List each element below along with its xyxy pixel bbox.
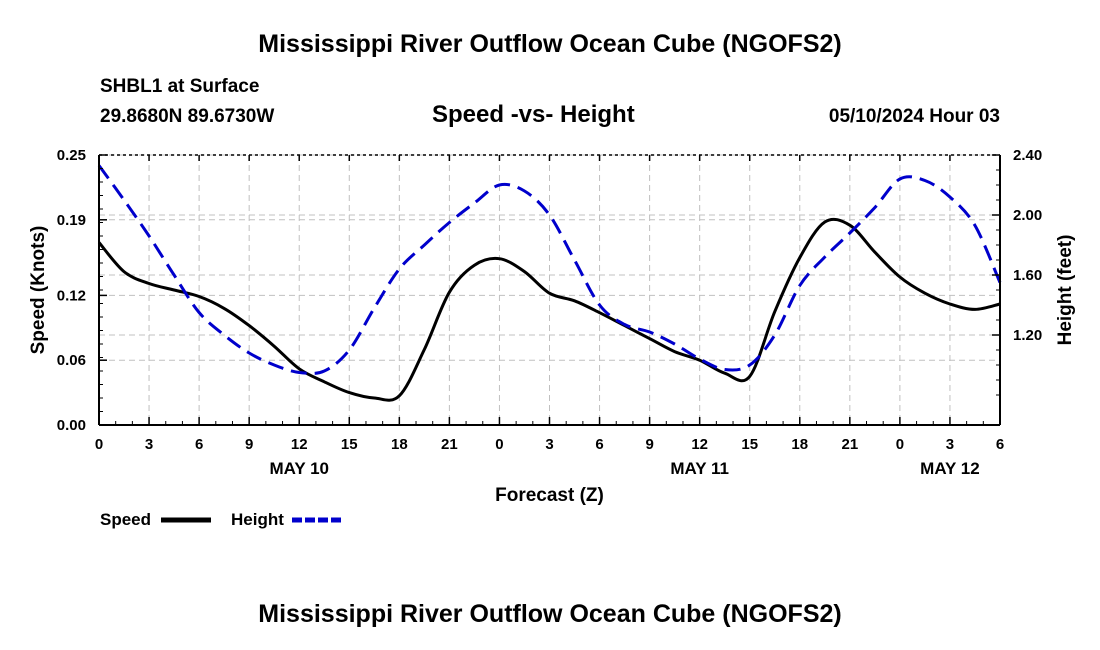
legend-height-label: Height — [231, 510, 284, 529]
x-tick-label: 15 — [341, 436, 358, 453]
x-axis-title: Forecast (Z) — [495, 485, 604, 506]
y-left-tick-label: 0.00 — [57, 417, 86, 434]
x-tick-label: 0 — [896, 436, 904, 453]
x-tick-label: 0 — [95, 436, 103, 453]
x-tick-label: 18 — [391, 436, 408, 453]
y-left-tick-label: 0.12 — [57, 287, 86, 304]
y-axis-left-title: Speed (Knots) — [28, 226, 49, 355]
x-tick-label: 0 — [495, 436, 503, 453]
x-tick-label: 9 — [645, 436, 653, 453]
x-tick-label: 3 — [946, 436, 954, 453]
y-left-tick-label: 0.06 — [57, 352, 86, 369]
y-right-tick-label: 2.00 — [1013, 207, 1042, 224]
x-tick-label: 3 — [145, 436, 153, 453]
x-tick-label: 18 — [791, 436, 808, 453]
x-tick-label: 21 — [441, 436, 458, 453]
series-line-speed — [97, 217, 1001, 402]
x-tick-label: 6 — [595, 436, 603, 453]
x-date-label: MAY 10 — [269, 459, 329, 478]
y-right-tick-label: 1.60 — [1013, 267, 1042, 284]
x-tick-label: 12 — [691, 436, 708, 453]
forecast-date: 05/10/2024 Hour 03 — [828, 106, 1000, 127]
x-tick-label: 3 — [545, 436, 553, 453]
y-right-tick-label: 1.20 — [1013, 327, 1042, 344]
x-tick-label: 6 — [996, 436, 1004, 453]
station-name: SHBL1 at Surface — [100, 76, 260, 97]
station-coordinates: 29.8680N 89.6730W — [100, 106, 275, 127]
x-date-label: MAY 12 — [920, 459, 980, 478]
y-left-tick-label: 0.19 — [57, 212, 86, 229]
legend-speed-label: Speed — [100, 510, 152, 529]
x-date-label: MAY 11 — [670, 459, 729, 478]
footer-title: Mississippi River Outflow Ocean Cube (NG… — [258, 600, 842, 628]
x-tick-label: 15 — [741, 436, 758, 453]
y-right-tick-label: 2.40 — [1013, 147, 1042, 164]
chart-subtitle: Speed -vs- Height — [432, 101, 635, 128]
series-line-height — [97, 164, 1002, 376]
y-axis-right-title: Height (feet) — [1055, 235, 1076, 346]
x-tick-label: 6 — [195, 436, 203, 453]
x-tick-label: 12 — [291, 436, 308, 453]
x-tick-label: 9 — [245, 436, 253, 453]
x-tick-label: 21 — [841, 436, 858, 453]
page-title: Mississippi River Outflow Ocean Cube (NG… — [258, 30, 842, 58]
y-left-tick-label: 0.25 — [57, 147, 86, 164]
